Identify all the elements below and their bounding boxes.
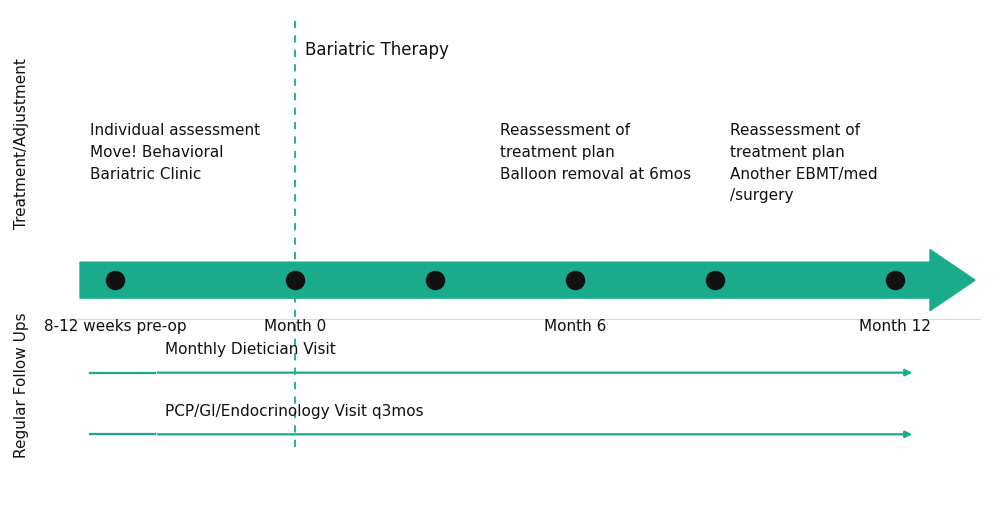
Text: Month 0: Month 0 xyxy=(264,319,326,334)
Text: 8-12 weeks pre-op: 8-12 weeks pre-op xyxy=(44,319,186,334)
Text: Reassessment of
treatment plan
Balloon removal at 6mos: Reassessment of treatment plan Balloon r… xyxy=(500,123,691,181)
Text: Bariatric Therapy: Bariatric Therapy xyxy=(305,41,449,59)
FancyArrow shape xyxy=(80,249,975,310)
Text: Individual assessment
Move! Behavioral
Bariatric Clinic: Individual assessment Move! Behavioral B… xyxy=(90,123,260,181)
Text: Month 6: Month 6 xyxy=(544,319,606,334)
Text: Regular Follow Ups: Regular Follow Ups xyxy=(14,313,30,458)
Text: Treatment/Adjustment: Treatment/Adjustment xyxy=(14,59,30,229)
Text: PCP/GI/Endocrinology Visit q3mos: PCP/GI/Endocrinology Visit q3mos xyxy=(165,404,424,419)
Text: Month 12: Month 12 xyxy=(859,319,931,334)
Text: Reassessment of
treatment plan
Another EBMT/med
/surgery: Reassessment of treatment plan Another E… xyxy=(730,123,878,203)
Text: Monthly Dietician Visit: Monthly Dietician Visit xyxy=(165,342,336,357)
